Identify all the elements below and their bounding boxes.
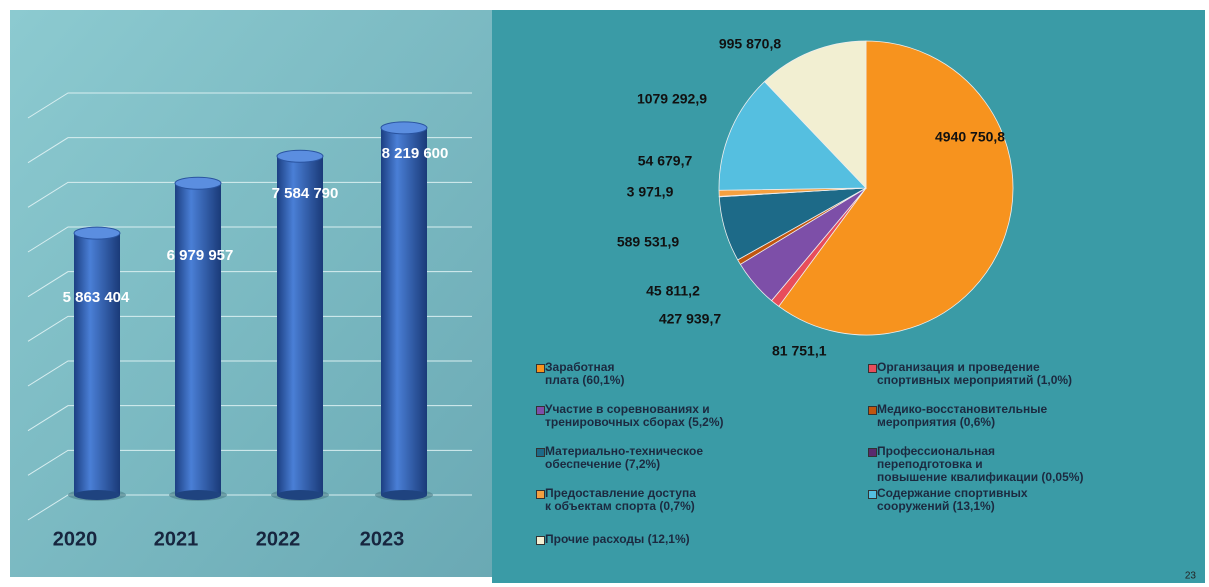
legend-item: Предоставление доступа к объектам спорта… bbox=[536, 486, 696, 513]
legend-swatch bbox=[536, 536, 545, 545]
legend-item: Профессиональная переподготовка и повыше… bbox=[868, 444, 1084, 484]
legend-item: Материально-техническое обеспечение (7,2… bbox=[536, 444, 704, 471]
data-label: 5 863 404 bbox=[63, 289, 130, 306]
grid-line bbox=[27, 226, 472, 253]
pie-slice bbox=[778, 40, 1014, 336]
bar bbox=[277, 156, 323, 495]
data-label: 427 939,7 bbox=[659, 311, 721, 327]
legend-label: Медико-восстановительные мероприятия (0,… bbox=[877, 402, 1048, 429]
pie-slice bbox=[718, 81, 867, 191]
legend-item: Заработная плата (60,1%) bbox=[536, 360, 625, 387]
data-label: 1079 292,9 bbox=[637, 91, 707, 107]
grid-line bbox=[27, 449, 472, 476]
bar-top bbox=[73, 226, 121, 240]
legend-label: Профессиональная переподготовка и повыше… bbox=[877, 444, 1084, 484]
data-label: 4940 750,8 bbox=[935, 129, 1005, 145]
data-label: 45 811,2 bbox=[646, 283, 700, 299]
legend-item: Медико-восстановительные мероприятия (0,… bbox=[868, 402, 1048, 429]
legend-item: Участие в соревнованиях и тренировочных … bbox=[536, 402, 724, 429]
legend-label: Организация и проведение спортивных меро… bbox=[877, 360, 1073, 387]
legend-label: Заработная плата (60,1%) bbox=[545, 360, 625, 387]
legend-label: Прочие расходы (12,1%) bbox=[545, 532, 690, 546]
data-label: 589 531,9 bbox=[617, 234, 679, 250]
legend-swatch bbox=[536, 364, 545, 373]
legend-swatch bbox=[868, 364, 877, 373]
bar bbox=[175, 183, 221, 496]
bar-top bbox=[174, 176, 222, 190]
x-tick-label: 2021 bbox=[154, 528, 199, 550]
legend-label: Содержание спортивных сооружений (13,1%) bbox=[877, 486, 1028, 513]
grid-line bbox=[27, 181, 472, 208]
data-label: 54 679,7 bbox=[638, 153, 693, 169]
grid-line bbox=[27, 405, 472, 432]
data-label: 81 751,1 bbox=[772, 343, 827, 359]
legend-item: Содержание спортивных сооружений (13,1%) bbox=[868, 486, 1028, 513]
data-label: 6 979 957 bbox=[167, 247, 234, 264]
legend-swatch bbox=[868, 406, 877, 415]
legend-label: Материально-техническое обеспечение (7,2… bbox=[545, 444, 704, 471]
data-label: 7 584 790 bbox=[272, 185, 339, 202]
legend-swatch bbox=[868, 490, 877, 499]
data-label: 8 219 600 bbox=[382, 145, 449, 162]
data-label: 995 870,8 bbox=[719, 36, 781, 52]
x-tick-label: 2023 bbox=[360, 528, 405, 550]
legend-swatch bbox=[536, 406, 545, 415]
grid-line bbox=[27, 271, 472, 298]
legend-swatch bbox=[536, 490, 545, 499]
bar bbox=[381, 127, 427, 496]
grid-line bbox=[27, 360, 472, 387]
grid-line bbox=[27, 137, 472, 164]
legend-item: Прочие расходы (12,1%) bbox=[536, 532, 690, 546]
legend-label: Участие в соревнованиях и тренировочных … bbox=[545, 402, 724, 429]
bar-bottom bbox=[74, 490, 120, 500]
page-number: 23 bbox=[1185, 571, 1197, 582]
bar bbox=[74, 233, 120, 495]
legend-item: Организация и проведение спортивных меро… bbox=[868, 360, 1073, 387]
legend-swatch bbox=[536, 448, 545, 457]
pie-slice bbox=[764, 40, 867, 189]
x-tick-label: 2022 bbox=[256, 528, 301, 550]
legend-swatch bbox=[868, 448, 877, 457]
grid-line bbox=[27, 92, 472, 119]
legend-label: Предоставление доступа к объектам спорта… bbox=[545, 486, 696, 513]
data-label: 3 971,9 bbox=[627, 184, 674, 200]
bar-bottom bbox=[381, 490, 427, 500]
bar-bottom bbox=[175, 490, 221, 500]
bar-bottom bbox=[277, 490, 323, 500]
grid-line bbox=[27, 315, 472, 342]
bar-top bbox=[276, 149, 324, 163]
x-tick-label: 2020 bbox=[53, 528, 98, 550]
bar-top bbox=[380, 121, 428, 135]
